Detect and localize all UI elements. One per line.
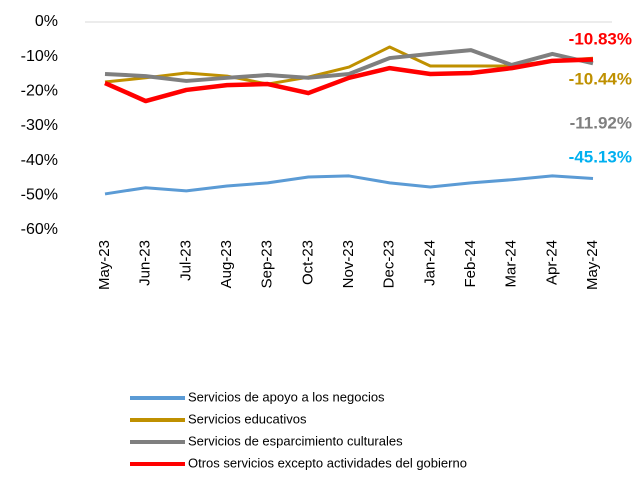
x-tick-label: Jul-23 — [177, 240, 194, 281]
x-tick-label: Oct-23 — [299, 240, 316, 285]
data-label: -45.13% — [569, 147, 632, 166]
series-line — [104, 174, 594, 196]
x-tick-label: Nov-23 — [340, 240, 357, 288]
legend-label: Otros servicios excepto actividades del … — [188, 455, 467, 470]
x-tick-label: Dec-23 — [381, 240, 398, 288]
y-tick-label: -20% — [21, 83, 58, 100]
x-tick-label: May-23 — [96, 240, 113, 290]
x-tick-label: Apr-24 — [543, 240, 560, 285]
data-label: -11.92% — [570, 113, 632, 132]
series-line — [104, 57, 594, 104]
legend-label: Servicios educativos — [188, 411, 307, 426]
data-label: -10.83% — [569, 29, 632, 48]
x-tick-label: May-24 — [584, 240, 601, 290]
x-tick-label: Aug-23 — [218, 240, 235, 288]
y-tick-label: -50% — [21, 187, 58, 204]
y-tick-label: -10% — [21, 48, 58, 65]
x-tick-label: Feb-24 — [462, 240, 479, 288]
x-tick-label: Jun-23 — [137, 240, 154, 286]
data-label: -10.44% — [569, 69, 632, 88]
legend-label: Servicios de esparcimiento culturales — [188, 433, 403, 448]
x-tick-label: Mar-24 — [503, 240, 520, 288]
y-tick-label: -30% — [21, 117, 58, 134]
x-tick-label: Sep-23 — [259, 240, 276, 288]
series-line — [104, 48, 594, 83]
y-tick-label: 0% — [35, 13, 58, 30]
y-tick-label: -60% — [21, 221, 58, 238]
y-tick-label: -40% — [21, 152, 58, 169]
legend-label: Servicios de apoyo a los negocios — [188, 389, 385, 404]
x-tick-label: Jan-24 — [421, 240, 438, 286]
